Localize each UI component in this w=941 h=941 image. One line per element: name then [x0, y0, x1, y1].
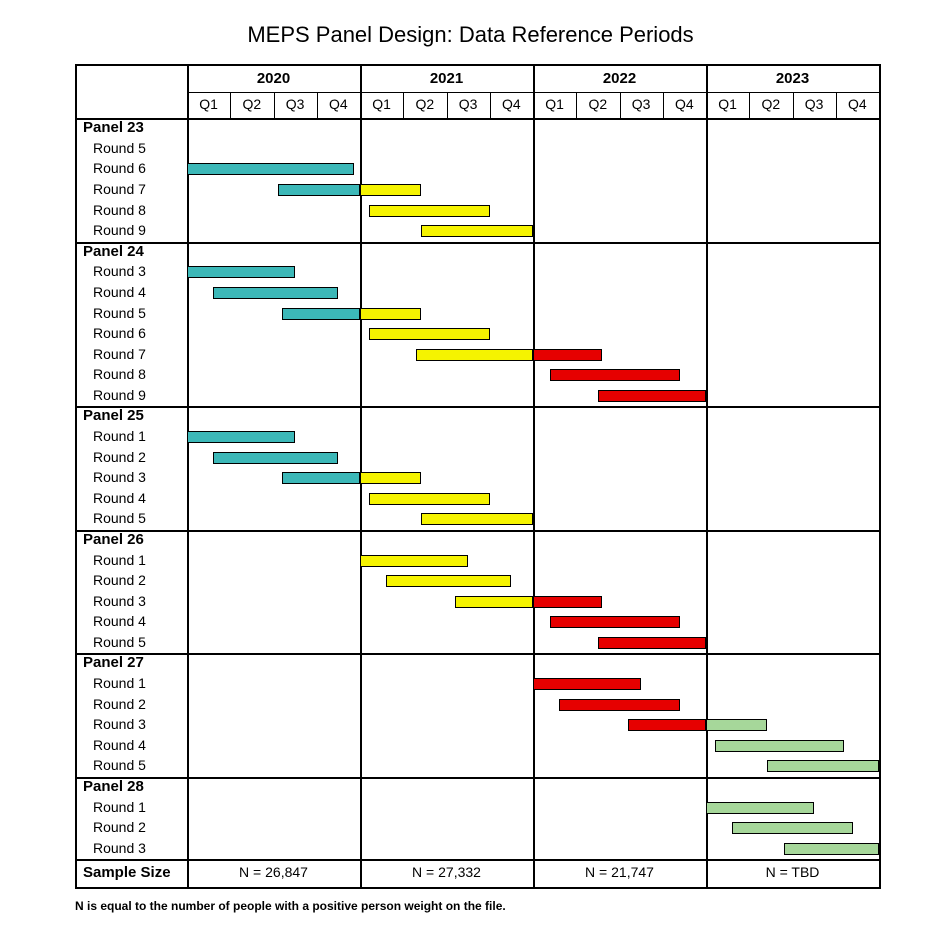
round-label: Round 5: [77, 757, 146, 773]
round-label: Round 3: [77, 593, 146, 609]
round-label: Round 8: [77, 202, 146, 218]
gantt-bar: [278, 184, 360, 196]
gantt-bar: [533, 596, 602, 608]
gantt-bar: [187, 163, 354, 175]
footnote: N is equal to the number of people with …: [75, 899, 506, 913]
quarter-label: Q3: [632, 96, 651, 112]
gantt-bar: [421, 225, 533, 237]
round-label: Round 4: [77, 284, 146, 300]
round-label: Round 2: [77, 572, 146, 588]
round-label: Round 3: [77, 263, 146, 279]
sample-size-label: Sample Size: [77, 864, 171, 881]
gantt-bar: [533, 349, 602, 361]
round-label: Round 2: [77, 696, 146, 712]
gantt-bar: [369, 205, 490, 217]
gantt-bar: [386, 575, 511, 587]
year-label: 2021: [430, 70, 463, 87]
round-label: Round 7: [77, 181, 146, 197]
gantt-bar: [550, 616, 680, 628]
gantt-chart: 2020 Q1 Q2 Q3 Q4 2021 Q1 Q2 Q3 Q4 2022 Q1 Q2 Q3 Q4 2023…: [75, 64, 881, 889]
round-label: Round 9: [77, 222, 146, 238]
quarter-label: Q3: [286, 96, 305, 112]
gantt-bar: [421, 513, 533, 525]
quarter-label: Q2: [243, 96, 262, 112]
sample-size-value: N = TBD: [766, 864, 820, 880]
round-label: Round 3: [77, 716, 146, 732]
gantt-bar: [767, 760, 879, 772]
gantt-bar: [455, 596, 533, 608]
gantt-bar: [732, 822, 853, 834]
panel-label: Panel 28: [77, 778, 144, 795]
gantt-bar: [706, 802, 814, 814]
quarter-label: Q2: [416, 96, 435, 112]
gantt-bar: [282, 308, 360, 320]
round-label: Round 5: [77, 305, 146, 321]
panel-label: Panel 23: [77, 119, 144, 136]
round-label: Round 8: [77, 366, 146, 382]
gantt-bar: [360, 308, 421, 320]
gantt-bar: [369, 493, 490, 505]
panel-label: Panel 26: [77, 531, 144, 548]
gantt-bar: [360, 184, 421, 196]
round-label: Round 2: [77, 449, 146, 465]
year-label: 2023: [776, 70, 809, 87]
gantt-bar: [533, 678, 641, 690]
panel-label: Panel 25: [77, 407, 144, 424]
gantt-bar: [369, 328, 490, 340]
round-label: Round 5: [77, 140, 146, 156]
quarter-label: Q4: [502, 96, 521, 112]
gantt-bar: [360, 555, 468, 567]
round-label: Round 6: [77, 325, 146, 341]
gantt-bar: [187, 266, 295, 278]
round-label: Round 4: [77, 490, 146, 506]
round-label: Round 4: [77, 613, 146, 629]
gantt-bar: [628, 719, 706, 731]
gantt-bar: [416, 349, 533, 361]
gantt-bar: [715, 740, 845, 752]
gantt-bar: [559, 699, 680, 711]
gantt-bar: [282, 472, 360, 484]
quarter-label: Q3: [459, 96, 478, 112]
quarter-label: Q2: [589, 96, 608, 112]
sample-size-value: N = 27,332: [412, 864, 481, 880]
round-label: Round 2: [77, 819, 146, 835]
panel-label: Panel 27: [77, 654, 144, 671]
chart-title: MEPS Panel Design: Data Reference Period…: [0, 22, 941, 48]
round-label: Round 1: [77, 675, 146, 691]
round-label: Round 4: [77, 737, 146, 753]
round-label: Round 5: [77, 634, 146, 650]
gantt-bar: [360, 472, 421, 484]
round-label: Round 9: [77, 387, 146, 403]
quarter-label: Q3: [805, 96, 824, 112]
gantt-bar: [598, 390, 706, 402]
quarter-label: Q1: [718, 96, 737, 112]
quarter-label: Q2: [762, 96, 781, 112]
gantt-bar: [213, 287, 338, 299]
round-label: Round 1: [77, 552, 146, 568]
gantt-bar: [213, 452, 338, 464]
panel-label: Panel 24: [77, 243, 144, 260]
gantt-bar: [550, 369, 680, 381]
quarter-label: Q1: [545, 96, 564, 112]
round-label: Round 3: [77, 840, 146, 856]
quarter-label: Q1: [199, 96, 218, 112]
gantt-bar: [784, 843, 879, 855]
round-label: Round 5: [77, 510, 146, 526]
gantt-bar: [598, 637, 706, 649]
gantt-bar: [187, 431, 295, 443]
round-label: Round 1: [77, 799, 146, 815]
sample-size-value: N = 26,847: [239, 864, 308, 880]
year-label: 2020: [257, 70, 290, 87]
round-label: Round 6: [77, 160, 146, 176]
quarter-label: Q4: [675, 96, 694, 112]
round-label: Round 1: [77, 428, 146, 444]
round-label: Round 7: [77, 346, 146, 362]
round-label: Round 3: [77, 469, 146, 485]
sample-size-value: N = 21,747: [585, 864, 654, 880]
gantt-bar: [706, 719, 767, 731]
quarter-label: Q4: [329, 96, 348, 112]
year-label: 2022: [603, 70, 636, 87]
quarter-label: Q1: [372, 96, 391, 112]
quarter-label: Q4: [848, 96, 867, 112]
